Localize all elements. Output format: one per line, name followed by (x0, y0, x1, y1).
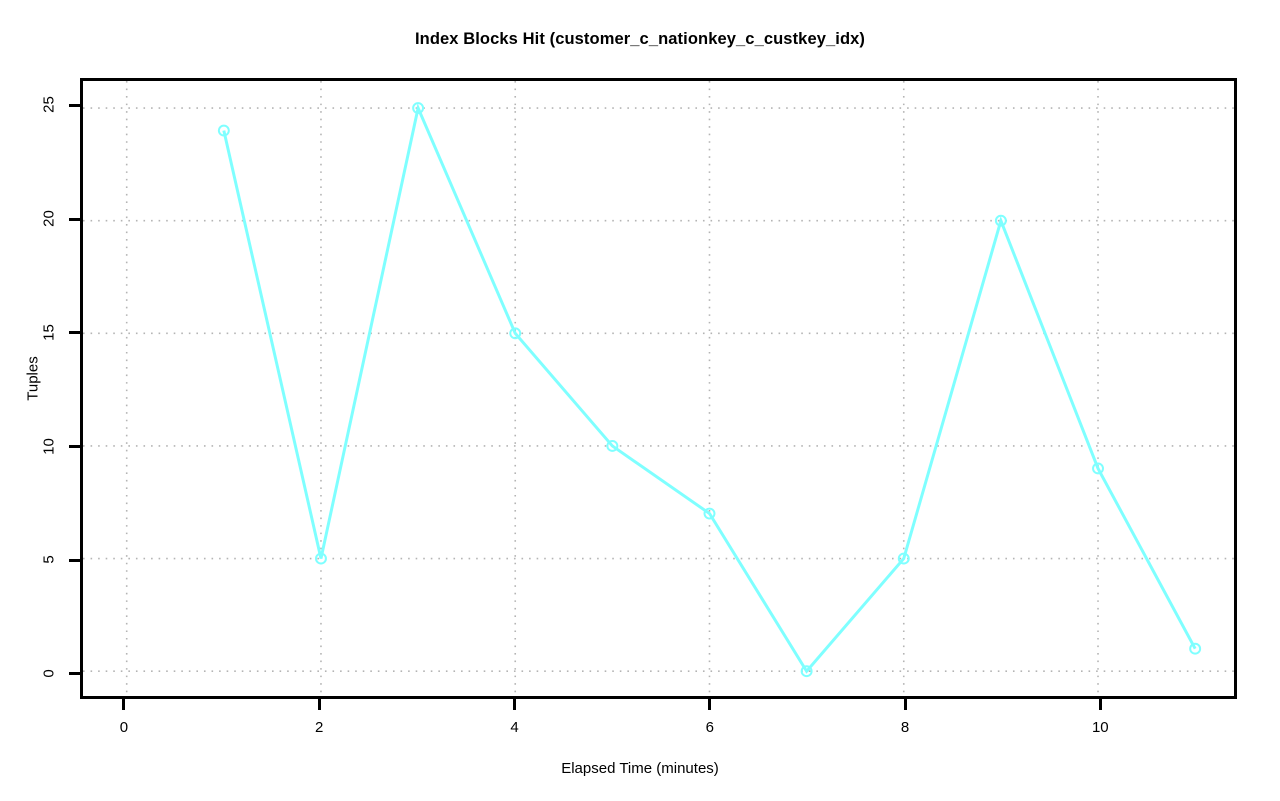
data-series (222, 103, 1197, 674)
data-point-marker (412, 102, 425, 114)
y-axis-tick-mark (69, 445, 80, 448)
x-axis-tick-label: 0 (119, 719, 129, 736)
plot-area (80, 78, 1237, 699)
y-axis-tick-label: 20 (40, 210, 58, 227)
x-axis-tick-mark (122, 699, 126, 710)
y-axis-tick-mark (69, 103, 80, 107)
data-point-marker (897, 552, 910, 565)
y-axis-tick-label: 5 (40, 555, 58, 564)
gridlines (83, 81, 1234, 696)
x-axis-tick-mark (903, 699, 907, 710)
data-markers (217, 102, 1202, 678)
x-axis-tick-label: 6 (705, 719, 714, 736)
y-axis-tick-mark (69, 217, 80, 221)
data-point-marker (1092, 462, 1104, 475)
y-axis-tick-label: 0 (40, 669, 58, 678)
plot-svg (83, 81, 1234, 696)
y-axis-tick-mark (69, 331, 80, 335)
data-point-marker (994, 214, 1007, 227)
x-axis-tick-mark (512, 699, 516, 710)
x-axis-tick-mark (1098, 699, 1102, 710)
data-point-marker (606, 440, 619, 452)
data-point-marker (509, 327, 522, 340)
y-axis-tick-mark (69, 558, 80, 562)
data-point-marker (1189, 642, 1202, 655)
x-axis-tick-label: 8 (900, 719, 910, 736)
x-axis-tick-mark (317, 699, 321, 710)
x-axis-tick-label: 2 (315, 719, 324, 736)
y-axis-tick-label: 10 (40, 437, 58, 455)
y-axis-label: Tuples (24, 356, 42, 401)
x-axis-label: Elapsed Time (minutes) (561, 760, 719, 777)
data-point-marker (217, 124, 230, 137)
data-point-marker (800, 665, 813, 678)
data-point-marker (315, 552, 327, 565)
x-axis-tick-mark (708, 699, 712, 710)
series-line (222, 103, 1197, 674)
x-axis-tick-label: 4 (510, 719, 519, 736)
chart-title: Index Blocks Hit (customer_c_nationkey_c… (414, 30, 866, 48)
y-axis-tick-label: 25 (40, 96, 58, 114)
y-axis-tick-mark (69, 672, 80, 676)
data-point-marker (703, 507, 716, 520)
x-axis-tick-label: 10 (1091, 719, 1109, 736)
y-axis-tick-label: 15 (40, 323, 58, 341)
